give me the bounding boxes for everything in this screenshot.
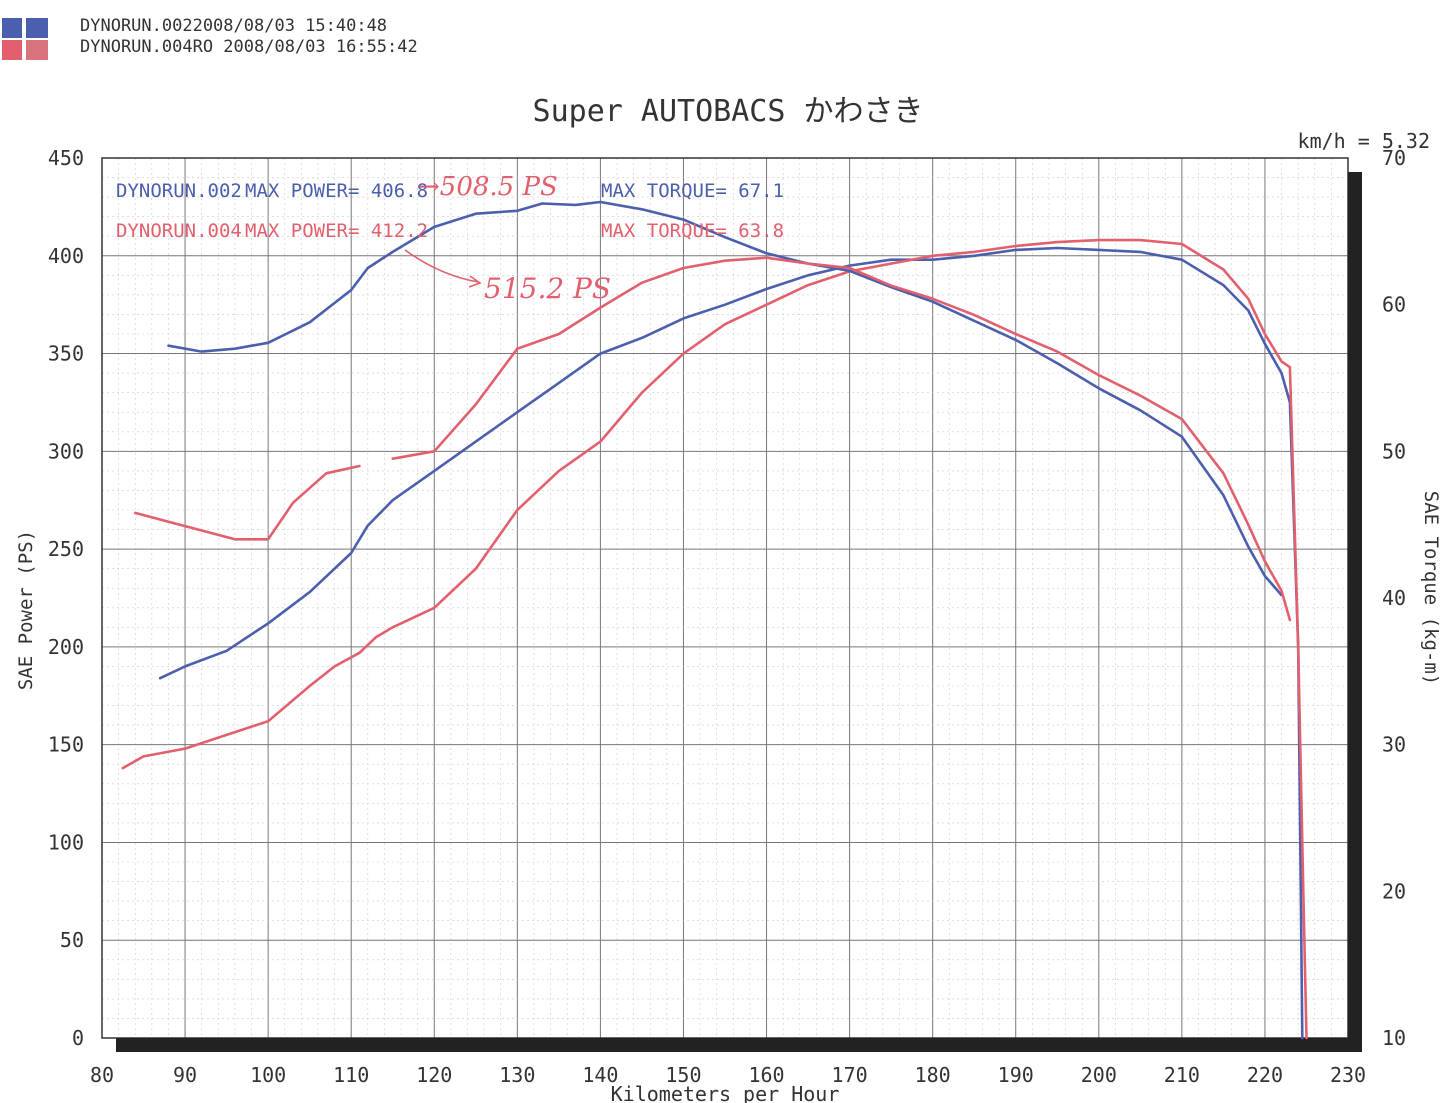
header-run-002: DYNORUN.0022008/08/03 15:40:48 bbox=[80, 16, 387, 36]
run-004-marker-alt bbox=[26, 40, 48, 60]
series-group bbox=[121, 200, 1308, 1040]
corner-label: km/h = 5.32 bbox=[1298, 129, 1430, 153]
y-left-tick-label: 100 bbox=[48, 830, 84, 854]
series-line-3 bbox=[133, 464, 361, 541]
y-left-tick-label: 50 bbox=[60, 928, 84, 952]
x-tick-label: 110 bbox=[333, 1063, 369, 1087]
legend: DYNORUN.002 MAX POWER= 406.8 MAX TORQUE=… bbox=[116, 180, 784, 242]
chart-title: Super AUTOBACS かわさき bbox=[533, 94, 924, 129]
x-axis-label: Kilometers per Hour bbox=[611, 1082, 840, 1103]
y-right-tick-label: 30 bbox=[1382, 733, 1406, 757]
plot-shadow-right bbox=[1348, 172, 1362, 1052]
grid bbox=[101, 157, 1349, 1039]
y-right-tick-label: 70 bbox=[1382, 146, 1406, 170]
header-markers bbox=[2, 18, 48, 60]
y-right-axis-label: SAE Torque (kg-m) bbox=[1420, 491, 1442, 685]
annotation-arrowhead bbox=[468, 275, 482, 288]
y-right-tick-labels: 10 20 30 40 50 60 70 bbox=[1382, 146, 1406, 1050]
run-004-marker bbox=[2, 40, 22, 60]
x-tick-label: 180 bbox=[915, 1063, 951, 1087]
x-tick-label: 80 bbox=[90, 1063, 114, 1087]
header-run-004: DYNORUN.004RO 2008/08/03 16:55:42 bbox=[80, 37, 418, 57]
y-left-tick-label: 300 bbox=[48, 439, 84, 463]
x-tick-label: 230 bbox=[1330, 1063, 1366, 1087]
x-tick-label: 190 bbox=[998, 1063, 1034, 1087]
plot-shadow-bottom bbox=[116, 1038, 1362, 1052]
annotation-arrow bbox=[404, 249, 479, 283]
x-tick-label: 210 bbox=[1164, 1063, 1200, 1087]
y-left-tick-label: 250 bbox=[48, 537, 84, 561]
x-tick-label: 90 bbox=[173, 1063, 197, 1087]
x-tick-label: 200 bbox=[1081, 1063, 1117, 1087]
run-002-marker bbox=[2, 18, 22, 38]
series-line-0 bbox=[158, 246, 1304, 1040]
y-left-tick-label: 350 bbox=[48, 342, 84, 366]
x-tick-label: 140 bbox=[582, 1063, 618, 1087]
y-right-tick-label: 10 bbox=[1382, 1026, 1406, 1050]
y-left-axis-label: SAE Power (PS) bbox=[15, 530, 37, 690]
y-left-tick-label: 450 bbox=[48, 146, 84, 170]
series-line-2 bbox=[167, 200, 1283, 597]
y-left-tick-label: 200 bbox=[48, 635, 84, 659]
y-left-tick-label: 150 bbox=[48, 733, 84, 757]
series-line-1 bbox=[121, 238, 1308, 1040]
x-tick-label: 150 bbox=[665, 1063, 701, 1087]
legend-run-002: DYNORUN.002 bbox=[116, 180, 242, 202]
y-right-tick-label: 40 bbox=[1382, 586, 1406, 610]
run-002-marker-alt bbox=[26, 18, 48, 38]
y-left-tick-label: 400 bbox=[48, 244, 84, 268]
x-tick-label: 160 bbox=[748, 1063, 784, 1087]
legend-torque-002: MAX TORQUE= 67.1 bbox=[601, 180, 784, 202]
y-right-tick-label: 60 bbox=[1382, 293, 1406, 317]
y-left-tick-labels: 0 50 100 150 200 250 300 350 400 450 bbox=[48, 146, 84, 1050]
series-line-4 bbox=[391, 256, 1292, 622]
y-right-tick-label: 50 bbox=[1382, 439, 1406, 463]
annotation-515-2: 515.2 PS bbox=[484, 272, 611, 305]
x-tick-label: 220 bbox=[1247, 1063, 1283, 1087]
handwritten-annotations: →508.5 PS 515.2 PS bbox=[404, 172, 611, 305]
legend-run-004: DYNORUN.004 bbox=[116, 220, 242, 242]
x-tick-label: 100 bbox=[250, 1063, 286, 1087]
y-left-tick-label: 0 bbox=[72, 1026, 84, 1050]
x-tick-label: 170 bbox=[832, 1063, 868, 1087]
y-right-tick-label: 20 bbox=[1382, 879, 1406, 903]
legend-power-004: MAX POWER= 412.2 bbox=[245, 220, 428, 242]
x-tick-label: 120 bbox=[416, 1063, 452, 1087]
legend-torque-004: MAX TORQUE= 63.8 bbox=[601, 220, 784, 242]
x-tick-labels: 80 90 100 110 120 130 140 150 160 170 180 190 200 210… bbox=[90, 1063, 1366, 1087]
annotation-508-5: →508.5 PS bbox=[418, 172, 558, 202]
legend-power-002: MAX POWER= 406.8 bbox=[245, 180, 428, 202]
plot-frame bbox=[101, 157, 1349, 1039]
x-tick-label: 130 bbox=[499, 1063, 535, 1087]
